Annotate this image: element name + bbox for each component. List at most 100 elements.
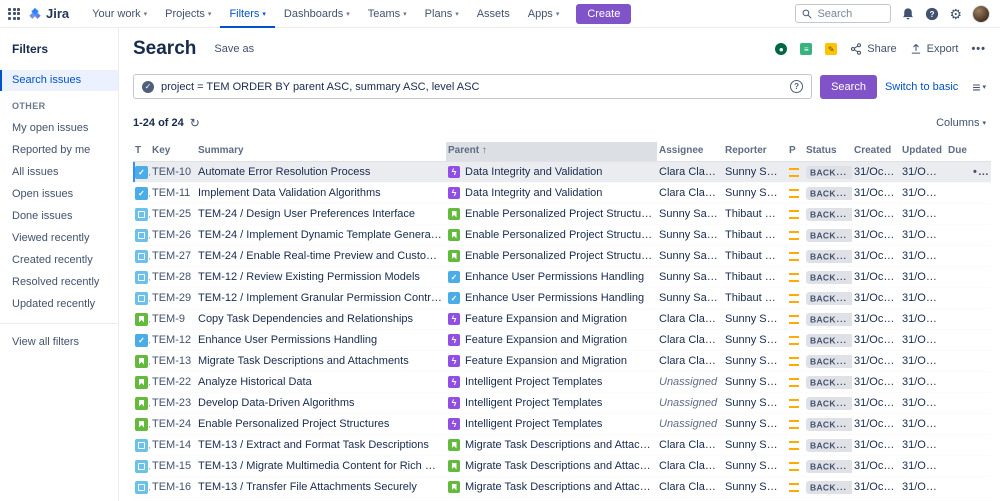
sidebar-item-view-all-filters[interactable]: View all filters [12,336,80,348]
issue-summary-link[interactable]: Analyze Historical Data [196,371,446,393]
issue-key[interactable]: TEM-16 [150,476,196,498]
issue-key[interactable]: TEM-14 [150,434,196,456]
issue-summary-link[interactable]: TEM-12 / Review Existing Permission Mode… [196,266,446,288]
issue-row[interactable]: TEM-23 Develop Data-Driven Algorithms In… [133,392,991,414]
issue-row[interactable]: TEM-28 TEM-12 / Review Existing Permissi… [133,266,991,288]
issue-summary-link[interactable]: TEM-12 / Implement Granular Permission C… [196,287,446,309]
parent-link[interactable]: Data Integrity and Validation [465,187,603,199]
parent-link[interactable]: Intelligent Project Templates [465,397,603,409]
column-header-summary[interactable]: Summary [196,142,446,162]
global-search-input[interactable]: Search [795,4,892,23]
row-actions-button[interactable] [971,203,991,225]
issue-summary-link[interactable]: Enhance User Permissions Handling [196,329,446,351]
issue-summary-link[interactable]: Implement Data Validation Algorithms [196,182,446,204]
column-header-updated[interactable]: Updated [900,142,946,162]
row-actions-button[interactable] [971,476,991,498]
issue-row[interactable]: TEM-11 Implement Data Validation Algorit… [133,182,991,204]
parent-link[interactable]: Enable Personalized Project Structures [465,250,653,262]
issue-row[interactable]: TEM-10 Automate Error Resolution Process… [133,161,991,183]
parent-link[interactable]: Enable Personalized Project Structures [465,229,653,241]
save-as-button[interactable]: Save as [214,43,255,55]
issue-summary-link[interactable]: Develop Data-Driven Algorithms [196,392,446,414]
issue-row[interactable]: TEM-13 Migrate Task Descriptions and Att… [133,350,991,372]
sidebar-item-open-issues[interactable]: Open issues [12,187,74,200]
parent-link[interactable]: Feature Expansion and Migration [465,313,628,325]
issue-row[interactable]: TEM-26 TEM-24 / Implement Dynamic Templa… [133,224,991,246]
parent-link[interactable]: Enable Personalized Project Structures [465,208,653,220]
issue-key[interactable]: TEM-25 [150,203,196,225]
parent-link[interactable]: Data Integrity and Validation [465,166,603,178]
issue-key[interactable]: TEM-15 [150,455,196,477]
jira-logo[interactable]: Jira [28,6,69,21]
view-options-button[interactable]: ≡ ▾ [972,78,986,95]
row-actions-button[interactable] [971,350,991,372]
export-button[interactable]: Export [910,43,958,55]
column-header-p[interactable]: P [787,142,804,162]
issue-key[interactable]: TEM-12 [150,329,196,351]
issue-summary-link[interactable]: Automate Error Resolution Process [196,161,446,183]
share-button[interactable]: Share [850,43,897,55]
jql-input[interactable]: ✓ project = TEM ORDER BY parent ASC, sum… [133,74,813,99]
nav-item-plans[interactable]: Plans ▾ [424,7,459,20]
issue-key[interactable]: TEM-23 [150,392,196,414]
issue-key[interactable]: TEM-11 [150,182,196,204]
parent-link[interactable]: Feature Expansion and Migration [465,334,628,346]
parent-link[interactable]: Migrate Task Descriptions and Attachment… [465,481,653,493]
issue-row[interactable]: TEM-24 Enable Personalized Project Struc… [133,413,991,435]
jql-query-text[interactable]: project = TEM ORDER BY parent ASC, summa… [161,80,480,93]
issue-summary-link[interactable]: TEM-13 / Migrate Multimedia Content for … [196,455,446,477]
row-actions-button[interactable]: ••• [971,161,991,183]
nav-item-your-work[interactable]: Your work ▾ [92,7,148,20]
row-actions-button[interactable] [971,413,991,435]
column-header-key[interactable]: Key [150,142,196,162]
issue-row[interactable]: TEM-29 TEM-12 / Implement Granular Permi… [133,287,991,309]
row-actions-button[interactable] [971,224,991,246]
sidebar-item-done-issues[interactable]: Done issues [12,209,73,222]
search-button[interactable]: Search [820,74,877,99]
sidebar-item-updated-recently[interactable]: Updated recently [12,297,96,310]
more-actions-button[interactable]: ••• [971,43,986,55]
issue-key[interactable]: TEM-29 [150,287,196,309]
sidebar-item-resolved-recently[interactable]: Resolved recently [12,275,100,288]
notifications-icon[interactable] [901,7,915,21]
sidebar-item-reported-by-me[interactable]: Reported by me [12,143,91,156]
settings-gear-icon[interactable]: ⚙ [949,5,962,22]
parent-link[interactable]: Feature Expansion and Migration [465,355,628,367]
parent-link[interactable]: Intelligent Project Templates [465,376,603,388]
issue-summary-link[interactable]: TEM-24 / Enable Real-time Preview and Cu… [196,245,446,267]
issue-key[interactable]: TEM-13 [150,350,196,372]
parent-link[interactable]: Enhance User Permissions Handling [465,292,645,304]
issue-row[interactable]: TEM-12 Enhance User Permissions Handling… [133,329,991,351]
nav-item-teams[interactable]: Teams ▾ [367,7,407,20]
parent-link[interactable]: Intelligent Project Templates [465,418,603,430]
issue-row[interactable]: TEM-15 TEM-13 / Migrate Multimedia Conte… [133,455,991,477]
issue-row[interactable]: TEM-27 TEM-24 / Enable Real-time Preview… [133,245,991,267]
column-header-due[interactable]: Due [946,142,971,162]
row-actions-button[interactable] [971,266,991,288]
row-actions-button[interactable] [971,329,991,351]
user-avatar[interactable] [972,4,990,23]
addon-icon-2[interactable]: ≡ [800,43,813,55]
issue-key[interactable]: TEM-27 [150,245,196,267]
syntax-help-icon[interactable]: ? [790,80,804,93]
help-icon[interactable]: ? [925,7,939,21]
switch-to-basic-link[interactable]: Switch to basic [884,80,959,93]
column-header-status[interactable]: Status [804,142,852,162]
nav-item-projects[interactable]: Projects ▾ [165,7,212,20]
row-actions-button[interactable] [971,434,991,456]
sidebar-item-search-issues[interactable]: Search issues [0,70,118,91]
issue-summary-link[interactable]: TEM-13 / Extract and Format Task Descrip… [196,434,446,456]
row-actions-button[interactable] [971,371,991,393]
issue-summary-link[interactable]: TEM-24 / Implement Dynamic Template Gene… [196,224,446,246]
issue-summary-link[interactable]: TEM-24 / Design User Preferences Interfa… [196,203,446,225]
issue-key[interactable]: TEM-22 [150,371,196,393]
app-switcher-icon[interactable] [8,7,20,20]
create-button[interactable]: Create [576,3,632,24]
issue-row[interactable]: TEM-25 TEM-24 / Design User Preferences … [133,203,991,225]
addon-icon-3[interactable]: ✎ [825,43,838,55]
issue-summary-link[interactable]: Migrate Task Descriptions and Attachment… [196,350,446,372]
nav-item-assets[interactable]: Assets [476,7,510,20]
parent-link[interactable]: Enhance User Permissions Handling [465,271,645,283]
issue-key[interactable]: TEM-24 [150,413,196,435]
column-header-created[interactable]: Created [852,142,900,162]
